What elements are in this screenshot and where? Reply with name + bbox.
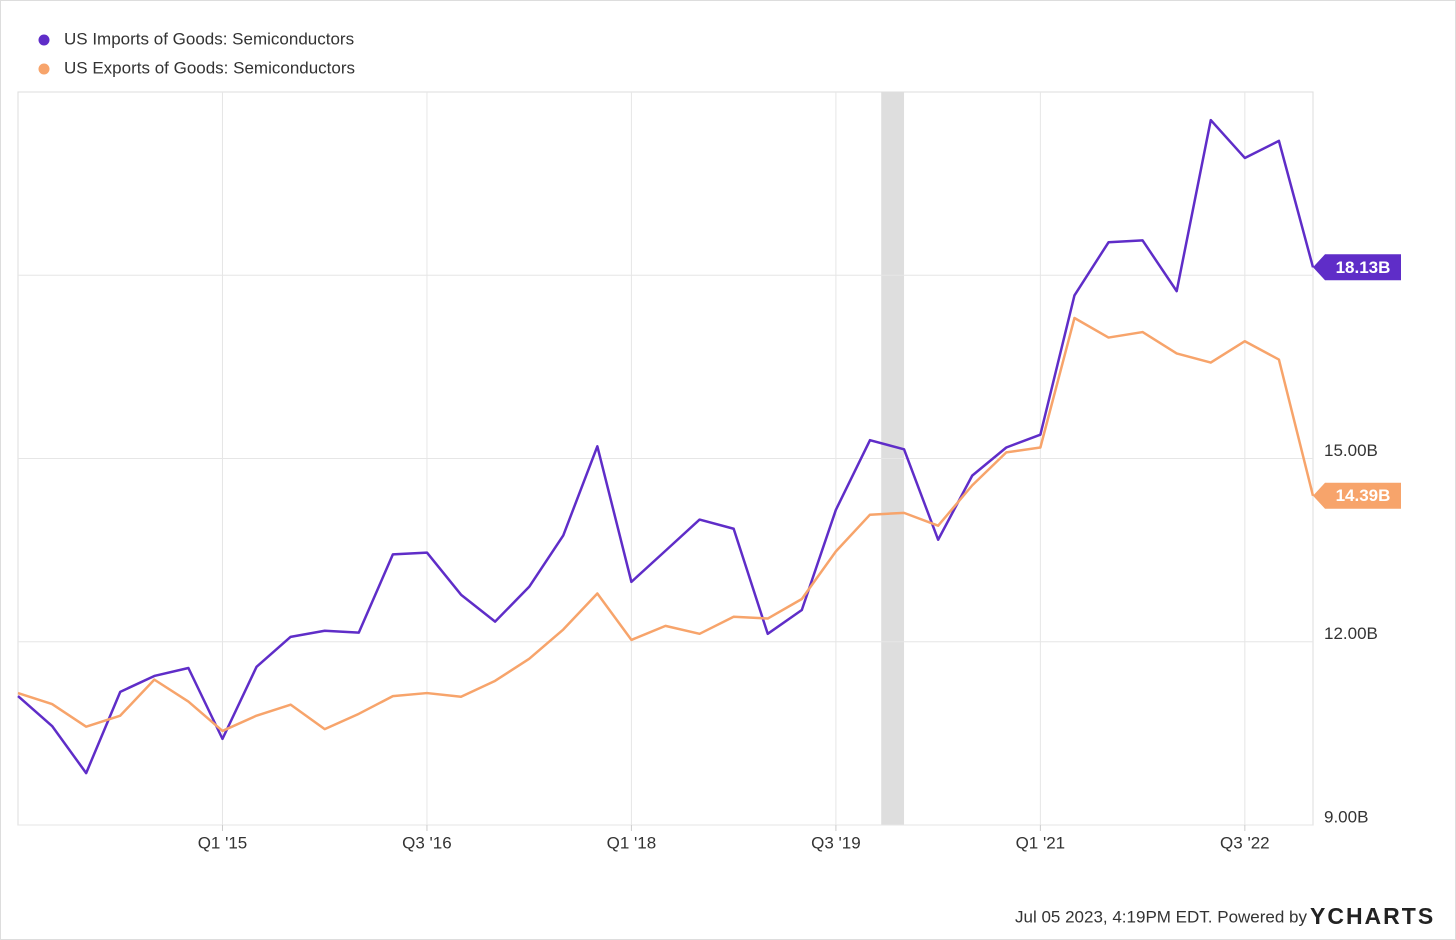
series-line [17, 316, 1315, 733]
end-label-flag [1313, 254, 1401, 281]
y-tick-label: 9.00B [1324, 807, 1368, 826]
series-line [17, 118, 1315, 775]
y-tick-label: 15.00B [1324, 441, 1378, 460]
legend-dot [38, 63, 50, 75]
x-tick-label: Q1 '18 [607, 833, 657, 852]
x-tick-label: Q1 '21 [1016, 833, 1066, 852]
x-tick-label: Q3 '22 [1220, 833, 1270, 852]
legend-label: US Exports of Goods: Semiconductors [64, 58, 355, 77]
footer: Jul 05 2023, 4:19PM EDT. Powered by [1015, 907, 1307, 926]
x-tick-label: Q3 '16 [402, 833, 452, 852]
end-label-flag [1313, 482, 1401, 509]
y-tick-label: 12.00B [1324, 624, 1378, 643]
legend-label: US Imports of Goods: Semiconductors [64, 29, 354, 48]
end-label: 18.13B [1336, 258, 1391, 277]
legend-dot [38, 34, 50, 46]
x-tick-label: Q3 '19 [811, 833, 861, 852]
end-label: 14.39B [1336, 486, 1391, 505]
brand-logo: YCHARTS [1310, 903, 1435, 929]
x-tick-label: Q1 '15 [198, 833, 248, 852]
